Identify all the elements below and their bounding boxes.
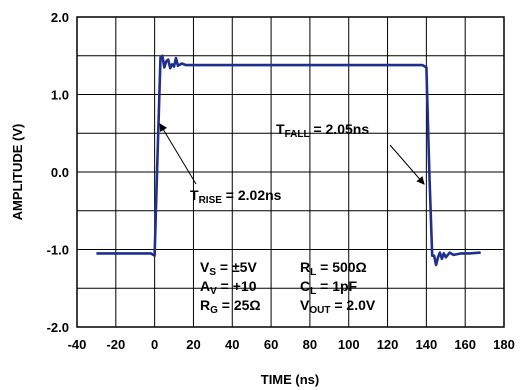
x-tick-label: 120 [377, 337, 399, 352]
x-tick-label: -20 [106, 337, 125, 352]
y-tick-label: 0.0 [51, 165, 69, 180]
trise-arrow [159, 123, 197, 185]
y-axis-ticks: 2.0 1.0 0.0 -1.0 -2.0 [47, 10, 69, 335]
test-conditions: VS = ±5V RL = 500Ω AV = +10 CL = 1pF RG … [200, 259, 376, 316]
y-tick-label: -2.0 [47, 320, 69, 335]
tfall-arrow [389, 144, 425, 185]
condition-vs: VS = ±5V [200, 259, 257, 278]
y-tick-label: 2.0 [51, 10, 69, 25]
x-tick-label: 140 [416, 337, 438, 352]
y-axis-label: AMPLITUDE (V) [10, 124, 25, 221]
x-axis-label: TIME (ns) [261, 372, 320, 387]
y-tick-label: -1.0 [47, 243, 69, 258]
x-tick-label: 100 [338, 337, 360, 352]
x-axis-ticks: -40 -20 0 20 40 60 80 100 120 140 160 180 [68, 337, 515, 352]
signal-line [96, 54, 481, 267]
y-tick-label: 1.0 [51, 88, 69, 103]
condition-rg: RG = 25Ω [200, 297, 261, 316]
x-tick-label: 40 [225, 337, 239, 352]
condition-vout: VOUT = 2.0V [300, 297, 376, 316]
condition-cl: CL = 1pF [300, 278, 358, 297]
x-tick-label: 160 [454, 337, 476, 352]
trise-label: TRISE = 2.02ns [190, 187, 282, 206]
condition-rl: RL = 500Ω [300, 259, 367, 278]
x-tick-label: 20 [186, 337, 200, 352]
x-tick-label: 60 [264, 337, 278, 352]
condition-av: AV = +10 [200, 278, 257, 297]
tfall-label: TFALL = 2.05ns [276, 121, 369, 140]
x-tick-label: 0 [151, 337, 158, 352]
grid [77, 17, 504, 327]
plot-frame [76, 16, 505, 328]
x-tick-label: 180 [493, 337, 515, 352]
x-tick-label: -40 [68, 337, 87, 352]
x-tick-label: 80 [303, 337, 317, 352]
